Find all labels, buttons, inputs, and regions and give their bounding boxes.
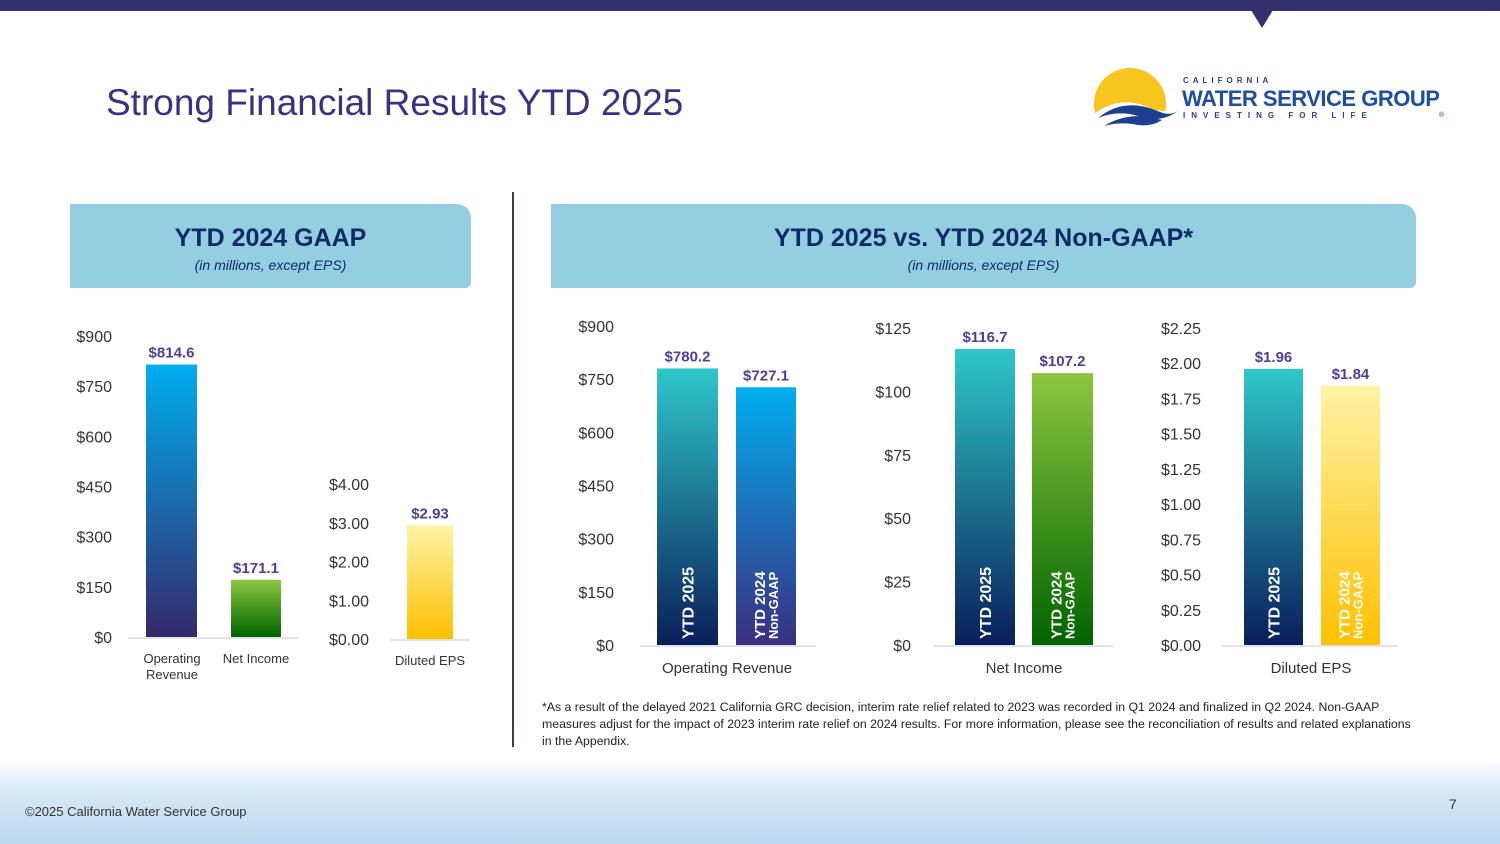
copyright: ©2025 California Water Service Group bbox=[25, 804, 247, 819]
top-bar bbox=[0, 0, 1500, 11]
y-tick-label: $2.00 bbox=[1161, 356, 1201, 373]
right-header: YTD 2025 vs. YTD 2024 Non-GAAP* (in mill… bbox=[551, 204, 1416, 288]
series-label: YTD 2025 bbox=[681, 567, 698, 639]
y-tick-label: $150 bbox=[578, 585, 614, 602]
y-tick-label: $300 bbox=[76, 530, 112, 547]
page-number: 7 bbox=[1449, 796, 1457, 812]
y-tick-label: $50 bbox=[884, 511, 911, 528]
category-label: Operating bbox=[143, 651, 200, 666]
series-label: YTD 2024Non-GAAP bbox=[1049, 571, 1078, 639]
data-label: $1.84 bbox=[1332, 366, 1370, 383]
right-header-subtitle: (in millions, except EPS) bbox=[907, 257, 1060, 273]
sun-wave-logo-icon bbox=[1094, 68, 1180, 140]
y-tick-label: $1.75 bbox=[1161, 391, 1201, 408]
footer bbox=[0, 758, 1500, 844]
data-label: $171.1 bbox=[233, 560, 279, 577]
data-label: $107.2 bbox=[1040, 353, 1086, 370]
left-header-subtitle: (in millions, except EPS) bbox=[194, 257, 347, 273]
y-tick-label: $1.00 bbox=[1161, 497, 1201, 514]
bar bbox=[657, 368, 718, 645]
category-label: Operating Revenue bbox=[662, 660, 792, 677]
y-tick-label: $150 bbox=[76, 580, 112, 597]
y-tick-label: $0.25 bbox=[1161, 603, 1201, 620]
y-tick-label: $1.50 bbox=[1161, 427, 1201, 444]
data-label: $2.93 bbox=[411, 505, 449, 522]
y-tick-label: $750 bbox=[76, 379, 112, 396]
y-tick-label: $2.00 bbox=[329, 555, 369, 572]
bar bbox=[407, 525, 453, 639]
series-label: YTD 2024Non-GAAP bbox=[752, 571, 781, 639]
data-label: $727.1 bbox=[743, 367, 789, 384]
y-tick-label: $600 bbox=[578, 425, 614, 442]
section-divider bbox=[512, 192, 514, 747]
y-tick-label: $0 bbox=[94, 630, 112, 647]
chart-1: $0.00 $1.00 $2.00 $3.00 $4.00 $2.93 Diluted EP… bbox=[329, 477, 470, 668]
y-tick-label: $750 bbox=[578, 372, 614, 389]
data-label: $1.96 bbox=[1255, 349, 1293, 366]
y-tick-label: $125 bbox=[875, 321, 911, 338]
y-tick-label: $4.00 bbox=[329, 477, 369, 494]
y-tick-label: $0.00 bbox=[1161, 638, 1201, 655]
y-tick-label: $25 bbox=[884, 575, 911, 592]
y-tick-label: $100 bbox=[875, 384, 911, 401]
category-label: Revenue bbox=[146, 667, 198, 682]
bar bbox=[231, 579, 281, 637]
page-title: Strong Financial Results YTD 2025 bbox=[106, 82, 684, 123]
series-label: YTD 2025 bbox=[978, 567, 995, 639]
y-tick-label: $3.00 bbox=[329, 516, 369, 533]
company-logo: CALIFORNIA WATER SERVICE GROUP INVESTING… bbox=[1090, 66, 1450, 140]
right-header-title: YTD 2025 vs. YTD 2024 Non-GAAP* bbox=[773, 224, 1194, 252]
logo-tagline: INVESTING FOR LIFE bbox=[1183, 111, 1373, 120]
chart-4: $0.00 $0.25 $0.50 $0.75 $1.00 $1.25 $1.50 $1.75… bbox=[1161, 321, 1398, 677]
y-tick-label: $75 bbox=[884, 448, 911, 465]
data-label: $814.6 bbox=[149, 345, 195, 362]
chart-2: $0 $150 $300 $450 $600 $750 $900 $780.2 YTD 2025… bbox=[578, 319, 816, 677]
y-tick-label: $600 bbox=[76, 429, 112, 446]
data-label: $116.7 bbox=[962, 329, 1007, 346]
chart-3: $0 $25 $50 $75 $100 $125 $116.7 YTD 2025 $107.2 Y… bbox=[875, 321, 1113, 677]
bar bbox=[736, 387, 796, 645]
bar bbox=[955, 349, 1015, 645]
category-label: Net Income bbox=[223, 651, 289, 666]
y-tick-label: $1.25 bbox=[1161, 462, 1201, 479]
y-tick-label: $300 bbox=[578, 532, 614, 549]
y-tick-label: $0 bbox=[596, 638, 614, 655]
y-tick-label: $450 bbox=[76, 480, 112, 497]
series-label: YTD 2025 bbox=[1267, 567, 1284, 639]
bar bbox=[146, 364, 197, 637]
bar bbox=[1244, 368, 1303, 645]
chart-0: $0 $150 $300 $450 $600 $750 $900 $814.6 $171.1 Op… bbox=[76, 329, 298, 682]
left-header: YTD 2024 GAAP (in millions, except EPS) bbox=[70, 204, 471, 288]
y-tick-label: $1.00 bbox=[329, 593, 369, 610]
y-tick-label: $450 bbox=[578, 479, 614, 496]
footnote: *As a result of the delayed 2021 Califor… bbox=[542, 700, 1411, 748]
logo-line-1: CALIFORNIA bbox=[1183, 76, 1273, 85]
y-tick-label: $2.25 bbox=[1161, 321, 1201, 338]
logo-line-2: WATER SERVICE GROUP bbox=[1182, 86, 1440, 111]
y-tick-label: $900 bbox=[76, 329, 112, 346]
category-label: Net Income bbox=[986, 660, 1063, 677]
left-header-title: YTD 2024 GAAP bbox=[174, 224, 367, 252]
data-label: $780.2 bbox=[665, 348, 711, 365]
y-tick-label: $0.00 bbox=[329, 632, 369, 649]
y-tick-label: $900 bbox=[578, 319, 614, 336]
registered-mark: ® bbox=[1439, 112, 1445, 119]
y-tick-label: $0.50 bbox=[1161, 568, 1201, 585]
bar bbox=[1321, 385, 1380, 645]
bar bbox=[1032, 373, 1093, 645]
y-tick-label: $0 bbox=[893, 638, 911, 655]
series-label: YTD 2024Non-GAAP bbox=[1337, 571, 1366, 639]
y-tick-label: $0.75 bbox=[1161, 532, 1201, 549]
category-label: Diluted EPS bbox=[395, 653, 465, 668]
category-label: Diluted EPS bbox=[1271, 660, 1352, 677]
